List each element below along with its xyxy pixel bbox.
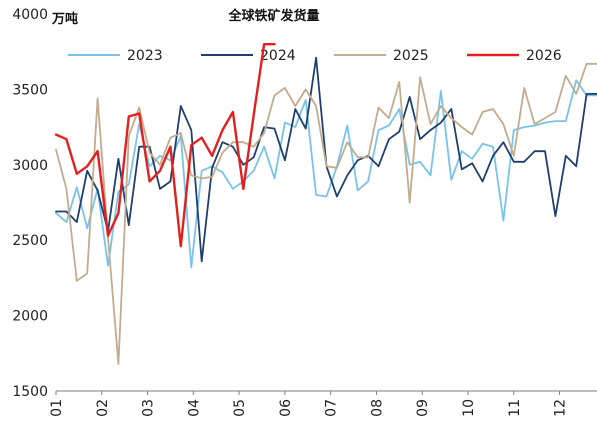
x-tick-label: 03 xyxy=(141,399,157,417)
chart-axes: 1500 2000 2500 3000 3500 4000 01 02 03 04 05 06 07 08… xyxy=(12,7,597,417)
y-tick-label: 2000 xyxy=(12,309,48,325)
x-tick-label: 10 xyxy=(461,399,477,417)
x-tick-label: 12 xyxy=(553,399,569,417)
legend-label-2026: 2026 xyxy=(526,48,562,64)
series-line-2026 xyxy=(54,43,276,248)
legend-label-2023: 2023 xyxy=(127,48,163,64)
x-tick-label: 05 xyxy=(232,399,248,417)
x-tick-label: 04 xyxy=(186,399,202,417)
x-tick-label: 02 xyxy=(95,399,111,417)
x-tick-label: 07 xyxy=(324,399,340,417)
legend-label-2024: 2024 xyxy=(260,48,296,64)
y-axis-unit-label: 万吨 xyxy=(51,11,78,27)
y-tick-label: 3000 xyxy=(12,158,48,174)
series-line-2024 xyxy=(55,56,597,263)
y-tick-label: 2500 xyxy=(12,233,48,249)
y-tick-label: 1500 xyxy=(12,384,48,400)
x-tick-label: 01 xyxy=(49,399,65,417)
x-tick-label: 08 xyxy=(369,399,385,417)
series-layer xyxy=(54,43,597,365)
series-line-2023 xyxy=(55,79,597,269)
y-tick-label: 4000 xyxy=(12,7,48,23)
legend-label-2025: 2025 xyxy=(393,48,429,64)
series-line-2025 xyxy=(55,62,597,365)
y-tick-label: 3500 xyxy=(12,82,48,98)
chart-legend: 2023 2024 2025 2026 xyxy=(68,48,562,64)
x-tick-label: 11 xyxy=(507,399,523,417)
x-tick-label: 09 xyxy=(415,399,431,417)
chart-title: 全球铁矿发货量 xyxy=(227,8,319,24)
x-tick-label: 06 xyxy=(278,399,294,417)
